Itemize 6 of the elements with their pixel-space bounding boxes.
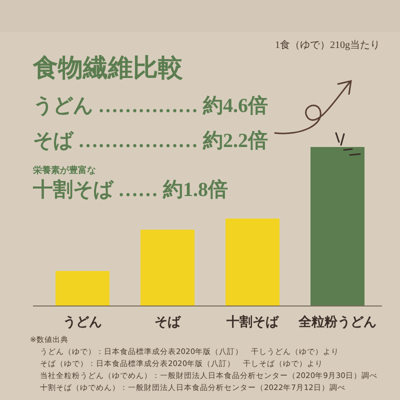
annotation: 栄養素が豊富な: [33, 165, 96, 175]
annotation: 十割そば …… 約1.8倍: [33, 179, 228, 201]
subtitle: 1食（ゆで）210g当たり: [275, 40, 380, 51]
annotation: そば ……………… 約2.2倍: [33, 130, 268, 152]
annotation: うどん …………… 約4.6倍: [33, 95, 268, 117]
title: 食物繊維比較: [33, 55, 183, 82]
